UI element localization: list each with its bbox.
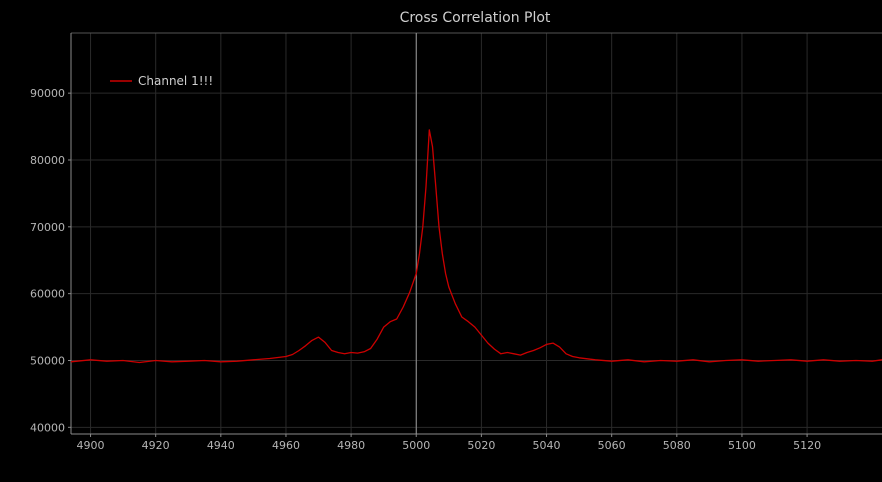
x-tick-label-4960: 4960 — [272, 439, 300, 452]
y-tick-label-40000: 40000 — [30, 421, 65, 434]
chart-title: Cross Correlation Plot — [400, 10, 551, 26]
legend-label-channel-1: Channel 1!!! — [138, 74, 213, 88]
x-axis-ticks: 4900 4920 4940 4960 4980 5000 5020 5040 5060 5080… — [77, 434, 821, 452]
x-tick-label-5000: 5000 — [402, 439, 430, 452]
series-line-channel-1 — [70, 129, 882, 364]
y-tick-label-50000: 50000 — [30, 354, 65, 367]
x-tick-label-4900: 4900 — [77, 439, 105, 452]
legend: Channel 1!!! — [110, 74, 213, 88]
x-tick-label-4980: 4980 — [337, 439, 365, 452]
x-tick-label-4940: 4940 — [207, 439, 235, 452]
x-tick-label-5040: 5040 — [533, 439, 561, 452]
y-tick-label-60000: 60000 — [30, 288, 65, 301]
y-tick-label-80000: 80000 — [30, 154, 65, 167]
x-tick-label-5060: 5060 — [598, 439, 626, 452]
x-tick-label-4920: 4920 — [142, 439, 170, 452]
series-layer — [70, 129, 882, 364]
x-tick-label-5020: 5020 — [467, 439, 495, 452]
axes — [70, 32, 882, 435]
y-tick-label-90000: 90000 — [30, 87, 65, 100]
y-axis-ticks: 40000 50000 60000 70000 80000 90000 — [30, 87, 71, 434]
grid-lines — [71, 33, 882, 434]
y-tick-label-70000: 70000 — [30, 221, 65, 234]
x-tick-label-5100: 5100 — [728, 439, 756, 452]
x-tick-label-5080: 5080 — [663, 439, 691, 452]
x-tick-label-5120: 5120 — [793, 439, 821, 452]
